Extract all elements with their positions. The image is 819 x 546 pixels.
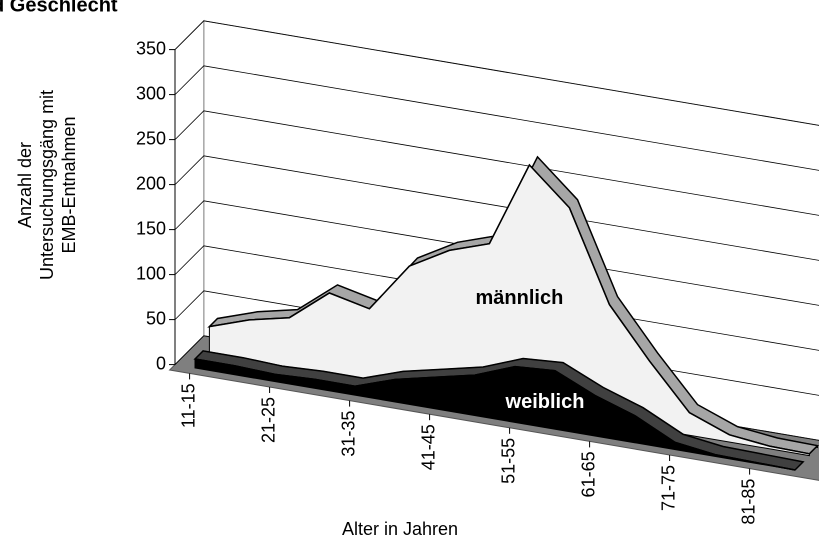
y-tick-label: 250 xyxy=(136,128,166,148)
y-tick-label: 300 xyxy=(136,83,166,103)
area-top-edge xyxy=(209,163,810,455)
y-axis-label-line: Untersuchungsgäng mit xyxy=(37,90,57,280)
series-label: männlich xyxy=(476,287,564,309)
y-axis-label-line: Anzahl der xyxy=(15,142,35,228)
y-axis-label-line: EMB-Entnahmen xyxy=(59,116,79,253)
x-tick-label: 31-35 xyxy=(338,411,358,457)
y-tick-label: 150 xyxy=(136,218,166,238)
y-tick-label: 200 xyxy=(136,173,166,193)
x-axis-label: Alter in Jahren xyxy=(342,519,458,539)
x-tick-label: 71-75 xyxy=(658,465,678,511)
x-tick-label: 51-55 xyxy=(498,438,518,484)
x-tick-label: 81-85 xyxy=(738,479,758,525)
y-tick-label: 50 xyxy=(146,308,166,328)
y-tick-label: 350 xyxy=(136,38,166,58)
y-axis-label: Anzahl der Untersuchungsgäng mit EMB-Ent… xyxy=(15,90,79,280)
series-label: weiblich xyxy=(505,391,585,413)
x-tick-label: 21-25 xyxy=(258,397,278,443)
side-wall xyxy=(174,19,205,366)
grid-line xyxy=(174,110,819,216)
area-top-edge xyxy=(194,358,796,471)
grid-line xyxy=(174,20,819,126)
chart-title: d Geschlecht xyxy=(0,0,118,16)
grid-line xyxy=(174,200,819,306)
grid-line xyxy=(174,65,819,171)
y-tick-label: 0 xyxy=(156,353,166,373)
x-tick-label: 41-45 xyxy=(418,424,438,470)
x-tick-label: 11-15 xyxy=(178,383,198,428)
y-tick-label: 100 xyxy=(136,263,166,283)
grid-line xyxy=(174,155,819,261)
x-tick-label: 61-65 xyxy=(578,451,598,497)
grid-line xyxy=(174,245,819,351)
